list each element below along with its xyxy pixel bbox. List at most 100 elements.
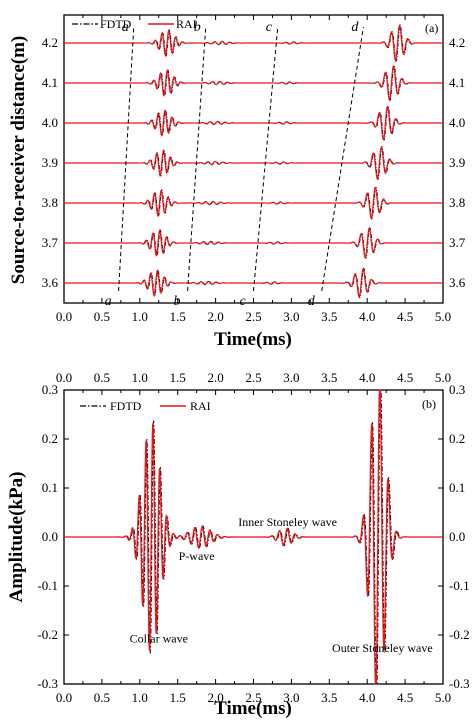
- y-tick-label-left-b: 0.0: [42, 529, 58, 544]
- x-tick-label-bottom-b: 4.0: [359, 690, 375, 705]
- panel-b-left-ticks: 0.3 0.2 0.1 0.0 -0.1 -0.2 -0.3: [37, 382, 69, 691]
- panel-a-bottom-ticks: 0.0 0.5 1.0 1.5 2.0 2.5 3.0 3.5 4.0 4.5 5.0: [56, 298, 451, 324]
- y-tick-label-right: 3.9: [449, 155, 465, 170]
- moveout-label-top-b: b: [194, 20, 201, 35]
- x-tick-label-top-b: 3.0: [283, 370, 299, 385]
- x-tick-label: 2.0: [207, 309, 223, 324]
- panel-a-y-ticks: 3.6 3.6 3.7 3.7 3.8 3.8 3.9 3.9 4.0 4.0 4.1 4.1 4.2 4…: [42, 35, 466, 290]
- rai-trace: [64, 186, 443, 220]
- panel-a-x-axis-title: Time(ms): [214, 329, 292, 350]
- legend-rai-label-b: RAI: [190, 399, 211, 413]
- x-tick-label-bottom-b: 4.5: [397, 690, 413, 705]
- y-tick-label-right-b: 0.3: [449, 382, 465, 397]
- panel-b-top-ticks: 0.0 0.5 1.0 1.5 2.0 2.5 3.0 3.5 4.0 4.5 5.0: [56, 370, 451, 395]
- y-tick-label-right-b: 0.0: [449, 529, 465, 544]
- moveout-line-c: [253, 26, 279, 292]
- rai-curve: [64, 389, 443, 685]
- panel-b-curves: [64, 389, 443, 685]
- moveout-label-bottom-b: b: [174, 294, 181, 309]
- x-tick-label-top-b: 5.0: [435, 370, 451, 385]
- annotation-0: Collar wave: [130, 631, 188, 645]
- y-tick-label-right: 3.7: [449, 235, 466, 250]
- panel-a-traces: [64, 23, 443, 299]
- x-tick-label-bottom-b: 2.0: [207, 690, 223, 705]
- x-tick-label: 1.5: [170, 309, 186, 324]
- panel-a-legend: FDTD RAI: [72, 17, 197, 31]
- y-tick-label-left: 4.2: [42, 35, 58, 50]
- x-tick-label-top-b: 3.5: [321, 370, 337, 385]
- panel-b-x-axis-title: Time(ms): [214, 698, 292, 719]
- x-tick-label: 4.5: [397, 309, 413, 324]
- panel-b-bottom-ticks: 0.0 0.5 1.0 1.5 2.0 2.5 3.0 3.5 4.0 4.5 5.0: [56, 679, 451, 705]
- legend-fdtd-label: FDTD: [100, 17, 132, 31]
- y-tick-label-left-b: 0.2: [42, 431, 58, 446]
- y-tick-label-left: 3.8: [42, 195, 58, 210]
- moveout-label-top-a: a: [122, 20, 129, 35]
- panel-a-y-axis-title: Source-to-receiver distance(m): [8, 36, 29, 285]
- moveout-label-bottom-d: d: [308, 294, 316, 309]
- y-tick-label-left-b: -0.1: [37, 578, 58, 593]
- panel-a-top-ticks: [63, 15, 444, 20]
- x-tick-label-bottom-b: 0.0: [56, 690, 72, 705]
- y-tick-label-left-b: 0.3: [42, 382, 58, 397]
- x-tick-label: 0.0: [56, 309, 72, 324]
- panel-b: 0.0 0.5 1.0 1.5 2.0 2.5 3.0 3.5 4.0 4.5 5.0 0.0 0.5…: [6, 370, 470, 719]
- y-tick-label-left: 3.9: [42, 155, 58, 170]
- x-tick-label-top-b: 0.0: [56, 370, 72, 385]
- x-tick-label-bottom-b: 3.0: [283, 690, 299, 705]
- annotation-3: Outer Stoneley wave: [332, 641, 433, 655]
- y-tick-label-left-b: -0.2: [37, 627, 58, 642]
- x-tick-label-bottom-b: 1.5: [170, 690, 186, 705]
- panel-b-legend: FDTD RAI: [80, 399, 211, 413]
- x-tick-label: 4.0: [359, 309, 375, 324]
- y-tick-label-right: 3.8: [449, 195, 465, 210]
- y-tick-label-right: 4.1: [449, 75, 465, 90]
- y-tick-label-right-b: -0.1: [449, 578, 470, 593]
- panel-a: 0.0 0.5 1.0 1.5 2.0 2.5 3.0 3.5 4.0 4.5 5.0 3.6 3.6…: [8, 14, 466, 350]
- x-tick-label: 5.0: [435, 309, 451, 324]
- y-tick-label-left: 3.7: [42, 235, 59, 250]
- x-tick-label: 3.5: [321, 309, 337, 324]
- moveout-label-bottom-c: c: [240, 294, 247, 309]
- y-tick-label-left-b: 0.1: [42, 480, 58, 495]
- rai-trace: [64, 146, 443, 181]
- rai-trace: [64, 105, 443, 141]
- y-tick-label-right-b: -0.3: [449, 676, 470, 691]
- panel-b-annotations: Collar wave P-wave Inner Stoneley wave Oute…: [130, 515, 433, 655]
- x-tick-label: 3.0: [283, 309, 299, 324]
- x-tick-label-top-b: 1.0: [132, 370, 148, 385]
- moveout-label-top-c: c: [266, 20, 273, 35]
- x-tick-label-top-b: 1.5: [170, 370, 186, 385]
- moveout-label-top-d: d: [351, 20, 359, 35]
- y-tick-label-left-b: -0.3: [37, 676, 58, 691]
- panel-b-label: (b): [422, 397, 436, 411]
- x-tick-label-bottom-b: 0.5: [94, 690, 110, 705]
- rai-trace: [64, 65, 443, 102]
- x-tick-label-top-b: 4.5: [397, 370, 413, 385]
- x-tick-label: 1.0: [132, 309, 148, 324]
- legend-rai-label: RAI: [176, 17, 197, 31]
- moveout-label-bottom-a: a: [105, 294, 112, 309]
- x-tick-label: 0.5: [94, 309, 110, 324]
- x-tick-label-top-b: 0.5: [94, 370, 110, 385]
- x-tick-label-bottom-b: 5.0: [435, 690, 451, 705]
- y-tick-label-left: 4.0: [42, 115, 58, 130]
- x-tick-label-bottom-b: 2.5: [245, 690, 261, 705]
- moveout-line-b: [187, 26, 207, 292]
- y-tick-label-left: 4.1: [42, 75, 58, 90]
- y-tick-label-right-b: -0.2: [449, 627, 470, 642]
- fdtd-trace: [64, 145, 443, 180]
- moveout-line-d: [321, 26, 364, 292]
- x-tick-label-top-b: 2.5: [245, 370, 261, 385]
- rai-trace: [64, 24, 443, 62]
- x-tick-label-bottom-b: 1.0: [132, 690, 148, 705]
- annotation-2: Inner Stoneley wave: [238, 515, 337, 529]
- x-tick-label-top-b: 2.0: [207, 370, 223, 385]
- y-tick-label-right: 4.0: [449, 115, 465, 130]
- panel-a-label: (a): [425, 21, 438, 35]
- annotation-1: P-wave: [179, 549, 215, 563]
- panel-b-y-axis-title: Amplitude(kPa): [6, 472, 27, 603]
- y-tick-label-right: 3.6: [449, 275, 466, 290]
- rai-trace: [64, 268, 443, 299]
